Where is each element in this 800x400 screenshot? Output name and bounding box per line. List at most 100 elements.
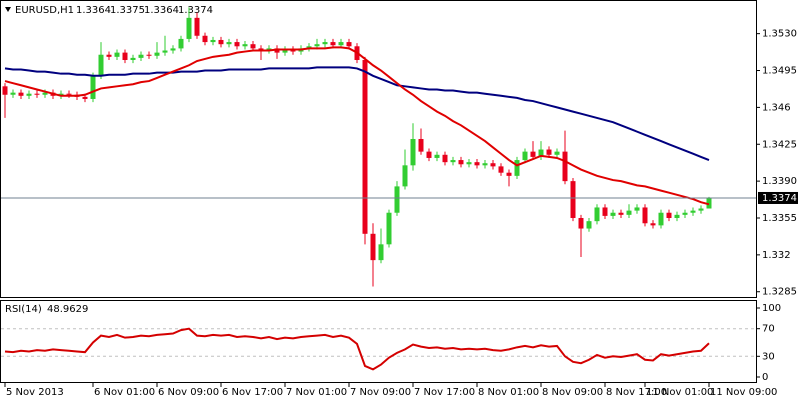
rsi-title: RSI(14) [5,304,42,315]
candle-body [658,212,664,226]
candle-body [314,44,320,47]
candle-body [522,151,528,161]
ohlc-open: 1.3364 [76,5,111,16]
y-tick-label: 1.332 [762,250,791,261]
candle-body [610,212,616,216]
x-tick-label: 8 Nov 17:00 [606,387,667,398]
candle-body [466,162,472,165]
candle-body [130,57,136,60]
ohlc-high: 1.3375 [110,5,145,16]
y-tick-label: 1.3530 [762,29,797,40]
candle-body [234,42,240,47]
candle-body [90,75,96,99]
candle-body [258,48,264,51]
candle-body [402,165,408,187]
y-tick-label: 70 [762,324,775,335]
candle-body [202,35,208,43]
candle-body [322,42,328,45]
last-price-label: 1.3374 [762,193,797,204]
candle-body [330,42,336,46]
candle-body [586,221,592,229]
candle-body [514,160,520,176]
candle-body [442,154,448,163]
chart-title: EURUSD,H1 [15,5,74,16]
x-tick-label: 8 Nov 09:00 [542,387,603,398]
candle-body [274,48,280,53]
candle-body [186,17,192,39]
candle-body [250,44,256,49]
candle-body [18,92,24,96]
candle-body [138,54,144,58]
x-tick-label: 6 Nov 09:00 [158,387,219,398]
y-tick-label: 1.3425 [762,139,797,150]
x-tick-label: 11 Nov 09:00 [710,387,777,398]
candle-body [154,52,160,56]
candle-body [666,212,672,218]
y-tick-label: 1.3390 [762,176,797,187]
candle-body [114,52,120,57]
x-tick-label: 5 Nov 2013 [6,387,64,398]
y-tick-label: 1.346 [762,102,791,113]
candle-body [602,207,608,216]
candle-body [194,17,200,36]
y-tick-label: 1.3495 [762,66,797,77]
candle-body [378,244,384,261]
candle-body [66,93,72,95]
candle-body [546,149,552,155]
rsi-panel-frame [0,300,757,383]
candle-body [634,207,640,211]
x-tick-label: 8 Nov 01:00 [478,387,539,398]
candle-body [98,54,104,76]
candle-body [434,154,440,158]
candle-body [682,212,688,215]
candle-body [362,59,368,234]
candle-body [82,96,88,99]
candle-body [106,54,112,57]
candle-body [282,49,288,53]
rsi-line [4,327,710,371]
rsi-value: 48.9629 [47,304,88,315]
candle-body [450,160,456,163]
candle-body [506,172,512,176]
candle-body [178,38,184,49]
candle-body [306,46,312,49]
moving-average-line [4,66,710,161]
candle-body [578,217,584,229]
candle-body [698,208,704,211]
x-tick-label: 7 Nov 17:00 [414,387,475,398]
candle-body [594,207,600,222]
candle-body [418,138,424,152]
ohlc-low: 1.3364 [144,5,179,16]
candle-body [650,223,656,226]
candle-body [690,210,696,213]
candle-body [706,197,712,209]
candle-body [122,52,128,60]
candle-body [338,42,344,46]
menu-arrow[interactable] [5,7,11,12]
candle-body [146,54,152,56]
candle-body [394,186,400,213]
candle-body [474,162,480,166]
candle-body [554,151,560,155]
candle-body [426,151,432,158]
candle-body [490,163,496,167]
candle-body [210,39,216,43]
candle-body [2,86,8,95]
y-tick-label: 1.3285 [762,287,797,298]
candle-body [26,93,32,96]
x-tick-label: 7 Nov 01:00 [286,387,347,398]
candle-body [58,93,64,96]
candle-body [538,149,544,157]
candle-body [346,42,352,47]
candle-body [266,48,272,51]
candle-body [626,210,632,215]
y-tick-label: 100 [762,303,781,314]
candle-body [170,48,176,51]
candle-body [370,233,376,261]
candle-body [618,212,624,215]
candle-body [42,92,48,95]
y-tick-label: 30 [762,351,775,362]
x-tick-label: 11 Nov 01:00 [646,387,713,398]
candle-body [410,138,416,166]
